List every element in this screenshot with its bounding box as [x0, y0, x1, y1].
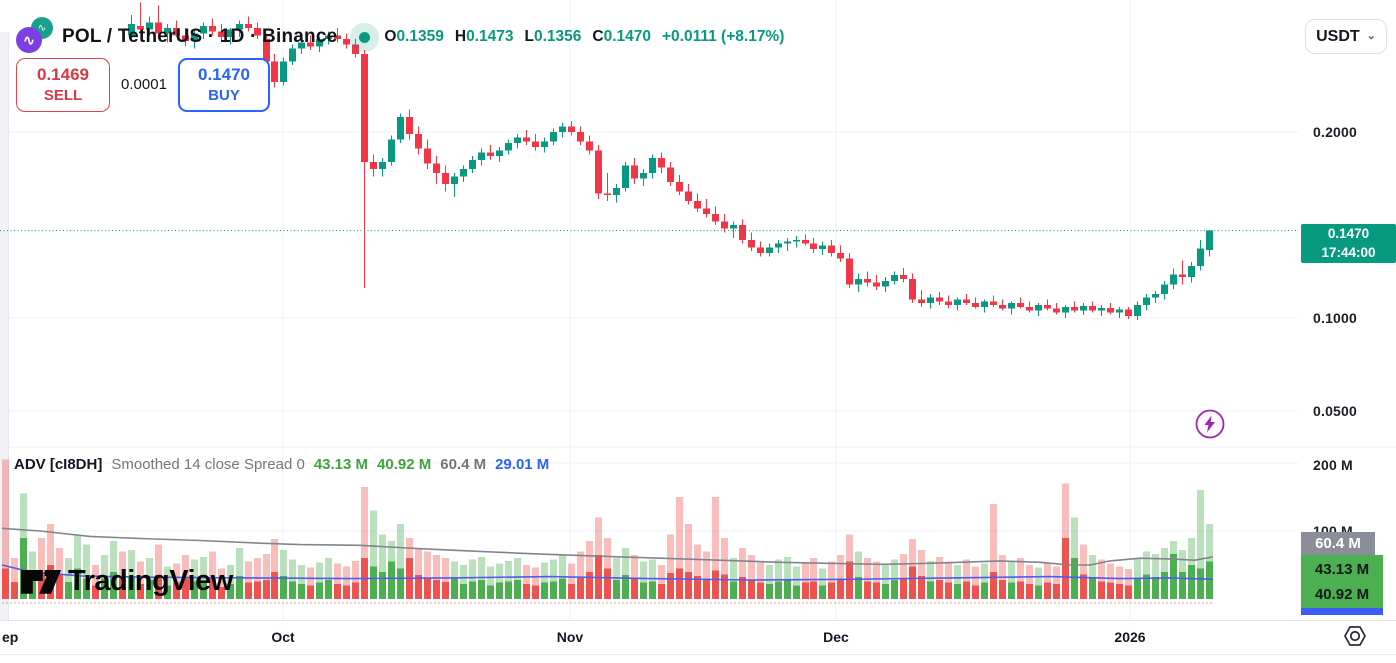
instant-order-button[interactable] — [1194, 408, 1226, 440]
price-axis-label[interactable]: 0.1000 — [1313, 310, 1358, 326]
left-toolbar-strip — [0, 32, 9, 620]
time-axis-label: Dec — [823, 629, 849, 645]
sell-price: 0.1469 — [37, 65, 89, 85]
price-axis-label[interactable]: 0.0500 — [1313, 403, 1358, 419]
close-label: C — [592, 28, 604, 45]
sell-label: SELL — [43, 87, 83, 105]
sell-button[interactable]: 0.1469 SELL — [16, 58, 110, 112]
indicator-value: 60.4 M — [440, 456, 487, 473]
time-axis-label: 2026 — [1114, 629, 1146, 645]
indicator-value: 29.01 M — [495, 456, 550, 473]
pol-token-icon: ∿ ∿ — [14, 16, 56, 58]
indicator-name: ADV [cI8DH] — [14, 456, 103, 473]
volume-value-bottom: 40.92 M — [1314, 585, 1370, 603]
tradingview-watermark: TradingView — [20, 561, 233, 601]
ohlc-values: O0.1359 H0.1473 L0.1356 C0.1470 +0.0111 … — [384, 28, 784, 46]
watermark-text: TradingView — [68, 564, 233, 597]
buy-button[interactable]: 0.1470 BUY — [178, 58, 270, 112]
axis-settings-button[interactable] — [1342, 623, 1368, 649]
time-axis-label: Oct — [271, 629, 295, 645]
open-label: O — [384, 28, 397, 45]
volume-axis-label[interactable]: 200 M — [1313, 457, 1353, 473]
last-price: 0.1470 — [1327, 226, 1370, 242]
time-axis[interactable]: ep Oct Nov Dec 2026 — [0, 620, 1396, 663]
last-price-badge: 0.1470 17:44:00 — [1301, 224, 1396, 263]
symbol-title[interactable]: POL / TetherUS · 1D · Binance — [62, 26, 338, 47]
currency-label: USDT — [1316, 27, 1360, 45]
currency-selector[interactable]: USDT ⌄ — [1305, 19, 1387, 54]
spread-line-badge — [1301, 608, 1383, 615]
low-value: 0.1356 — [533, 28, 582, 45]
indicator-params: Smoothed 14 close Spread 0 — [111, 456, 305, 473]
chevron-down-icon: ⌄ — [1366, 30, 1376, 42]
high-value: 0.1473 — [466, 28, 514, 45]
market-status-dot[interactable] — [359, 31, 371, 43]
symbol-header: ∿ ∿ POL / TetherUS · 1D · Binance O0.135… — [14, 16, 784, 58]
buy-price: 0.1470 — [198, 65, 250, 85]
open-value: 0.1359 — [396, 28, 444, 45]
buy-label: BUY — [208, 87, 240, 105]
pol-coin-icon: ∿ — [16, 27, 42, 53]
indicator-legend[interactable]: ADV [cI8DH] Smoothed 14 close Spread 0 4… — [14, 456, 549, 473]
time-axis-label: ep — [2, 629, 19, 645]
tradingview-logo-icon — [20, 570, 62, 594]
indicator-value: 43.13 M — [313, 456, 369, 473]
smoothed-volume-badge: 60.4 M — [1301, 532, 1375, 555]
volume-value-top: 43.13 M — [1314, 560, 1370, 578]
spread-value: 0.0001 — [121, 76, 167, 93]
indicator-value: 40.92 M — [377, 456, 432, 473]
lightning-bolt-icon — [1195, 409, 1225, 439]
high-label: H — [454, 28, 467, 45]
gear-icon — [1344, 626, 1366, 646]
time-axis-label: Nov — [556, 629, 584, 645]
divider — [0, 654, 1396, 655]
price-axis-label[interactable]: 0.2000 — [1313, 124, 1358, 140]
change-value: +0.0111 (+8.17%) — [662, 28, 785, 45]
low-label: L — [524, 28, 534, 45]
volume-values-badge: 43.13 M 40.92 M — [1301, 555, 1383, 608]
close-value: 0.1470 — [603, 28, 651, 45]
countdown-timer: 17:44:00 — [1321, 244, 1376, 260]
